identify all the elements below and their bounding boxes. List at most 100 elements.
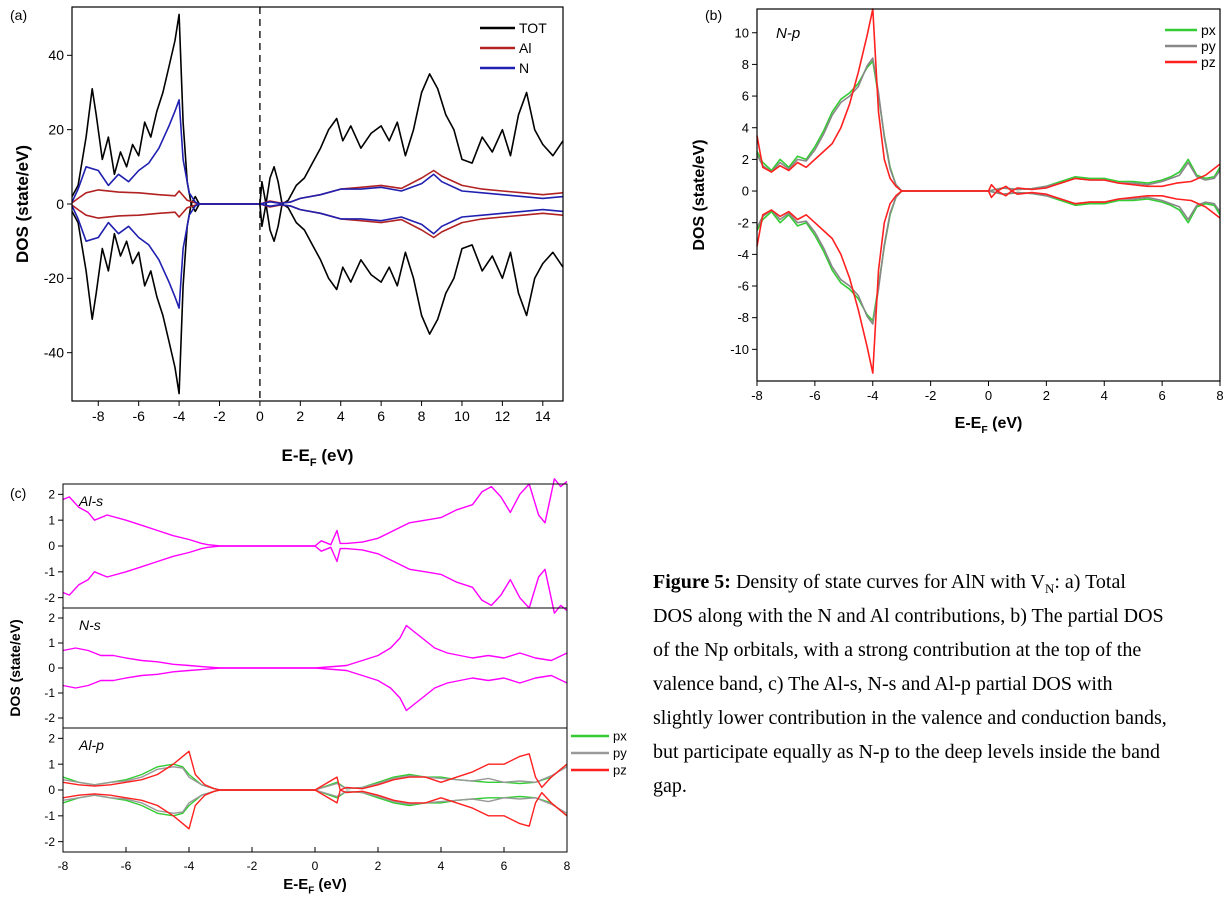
x-tick-label: 12: [495, 408, 511, 424]
y-tick-label: 8: [742, 57, 749, 72]
dos-line-up: [63, 626, 567, 669]
caption-subscript: N: [1045, 581, 1054, 596]
x-tick-label: 4: [337, 408, 345, 424]
legend-label: px: [613, 729, 627, 744]
x-axis-label: E-EF (eV): [955, 415, 1023, 436]
x-tick-label: -4: [184, 859, 195, 873]
y-axis-label: DOS (state/eV): [13, 145, 32, 263]
panel-label: (c): [10, 485, 26, 501]
caption-line-7: gap.: [653, 769, 1225, 803]
y-tick-label: 10: [735, 25, 749, 40]
series-py-line-up: [63, 767, 567, 790]
x-tick-label: 6: [1159, 388, 1166, 403]
x-tick-label: 8: [1216, 388, 1223, 403]
y-tick-label: 2: [48, 488, 55, 502]
x-tick-label: 10: [454, 408, 470, 424]
orbital-annotation: N-p: [776, 25, 800, 42]
x-tick-label: 0: [985, 388, 992, 403]
chart-b: (b)N-p-8 -6 -4 -2 0 2 4 6 8-10-8-6-4-20246810E-E…: [691, 7, 1224, 436]
y-tick-label: -2: [44, 711, 55, 725]
y-tick-label: 1: [48, 513, 55, 527]
x-tick-label: -6: [121, 859, 132, 873]
plot-frame: [72, 7, 563, 401]
x-axis-label: E-EF (eV): [282, 446, 354, 469]
y-tick-label: -4: [737, 247, 749, 262]
x-tick-label: 2: [375, 859, 382, 873]
x-tick-label: -8: [92, 408, 105, 424]
y-tick-label: 0: [48, 661, 55, 675]
x-tick-label: 8: [564, 859, 571, 873]
caption-line-1: Figure 5: Density of state curves for Al…: [653, 565, 1225, 599]
y-tick-label: 1: [48, 636, 55, 650]
orbital-annotation: N-s: [79, 617, 101, 633]
y-axis-label: DOS (state/eV): [691, 139, 708, 250]
x-tick-label: -4: [173, 408, 186, 424]
caption-line-3: of the Np orbitals, with a strong contri…: [653, 633, 1225, 667]
y-tick-label: -1: [44, 565, 55, 579]
legend-label: py: [613, 746, 627, 761]
x-tick-label: -6: [132, 408, 145, 424]
y-tick-label: -2: [737, 215, 749, 230]
series-px-line-down: [63, 790, 567, 816]
y-tick-label: -1: [44, 809, 55, 823]
y-tick-label: -8: [737, 310, 749, 325]
legend-label: Al: [519, 40, 531, 56]
y-tick-label: -1: [44, 686, 55, 700]
panel-label: (a): [10, 7, 27, 23]
x-tick-label: -2: [247, 859, 258, 873]
subplot-n-s: N-s -2 -1 0 1 2: [44, 608, 567, 728]
series-tot-line-down: [72, 204, 563, 394]
x-tick-label: 0: [312, 859, 319, 873]
legend-label: pz: [1201, 54, 1216, 70]
y-tick-label: 0: [742, 184, 749, 199]
caption-line-6: but participate equally as N-p to the de…: [653, 735, 1225, 769]
dos-line-down: [63, 668, 567, 711]
y-tick-label: -10: [730, 342, 749, 357]
x-tick-label: -8: [751, 388, 763, 403]
dos-line-down: [63, 546, 567, 613]
dos-line-up: [63, 479, 567, 546]
caption-text: : a) Total: [1054, 571, 1126, 593]
subplot-al-p: Al-p -2 -1 0 1 2 px py pz: [44, 728, 627, 852]
series-tot-line-up: [72, 14, 563, 204]
series-pz-line-down: [757, 191, 1220, 373]
series-px-line-up: [63, 764, 567, 790]
x-tick-label: 6: [501, 859, 508, 873]
series-pz-line-down: [63, 790, 567, 829]
y-tick-label: 1: [48, 757, 55, 771]
caption-line-4: valence band, c) The Al-s, N-s and Al-p …: [653, 667, 1225, 701]
series-py-line-down: [63, 790, 567, 813]
caption-line-5: slightly lower contribution in the valen…: [653, 701, 1225, 735]
y-tick-label: 6: [742, 89, 749, 104]
series-pz-line-up: [63, 751, 567, 790]
y-tick-label: 0: [56, 196, 64, 212]
y-tick-label: -2: [44, 591, 55, 605]
x-tick-label: -4: [867, 388, 879, 403]
x-axis-label: E-EF (eV): [283, 876, 347, 897]
x-tick-label: -6: [809, 388, 821, 403]
legend-label: px: [1201, 22, 1216, 38]
caption-text: Density of state curves for AlN with V: [731, 571, 1045, 593]
x-tick-label: -8: [58, 859, 69, 873]
x-tick-label: 2: [296, 408, 304, 424]
caption-line-2: DOS along with the N and Al contribution…: [653, 599, 1225, 633]
x-tick-label: -2: [213, 408, 226, 424]
figure-caption: Figure 5: Density of state curves for Al…: [653, 565, 1225, 803]
y-tick-label: -6: [737, 279, 749, 294]
x-tick-label: -2: [925, 388, 937, 403]
legend-label: N: [519, 60, 529, 76]
x-tick-label: 0: [256, 408, 264, 424]
y-tick-label: -40: [44, 345, 64, 361]
legend-label: py: [1201, 38, 1216, 54]
orbital-annotation: Al-s: [78, 493, 103, 509]
x-tick-label: 6: [377, 408, 385, 424]
y-tick-label: -2: [44, 835, 55, 849]
chart-c: (c) Al-s -2 -1 0 1 2 N-s -2 -1 0 1 2 Al-p -2 -1 0 1 2 px py p…: [7, 479, 627, 897]
series-pz-line-up: [757, 9, 1220, 191]
caption-figure-label: Figure 5:: [653, 571, 731, 593]
y-tick-label: 0: [48, 539, 55, 553]
series-al-line-up: [72, 171, 563, 205]
x-tick-label: 4: [438, 859, 445, 873]
x-tick-label: 2: [1043, 388, 1050, 403]
